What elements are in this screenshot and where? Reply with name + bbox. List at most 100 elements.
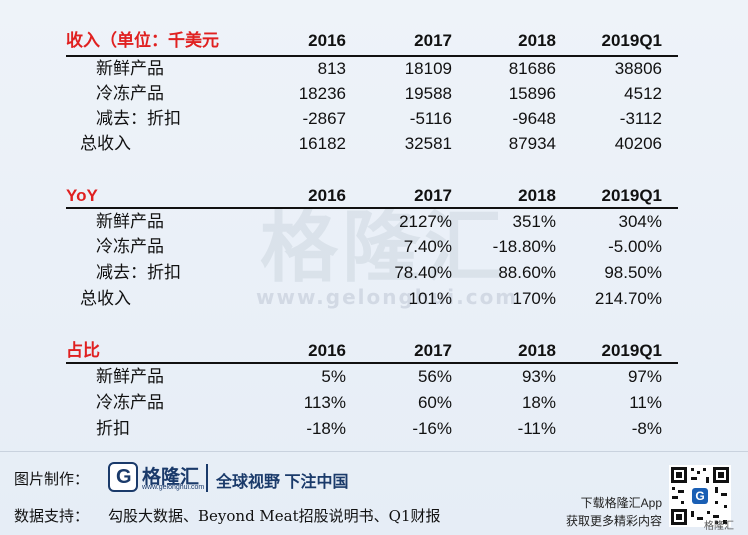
- yoy-header-row: YoY 2016 2017 2018 2019Q1: [0, 183, 748, 209]
- col-header: 2018: [518, 31, 556, 50]
- table-row: 总收入 16182 32581 87934 40206: [0, 131, 748, 157]
- logo-letter: G: [116, 466, 132, 488]
- gelonghui-logo-icon: G: [108, 462, 138, 492]
- qr-caption-more: 获取更多精彩内容: [565, 514, 662, 528]
- table-cell: 170%: [512, 289, 556, 308]
- table-cell: 351%: [512, 212, 556, 231]
- data-sources: 勾股大数据、Beyond Meat招股说明书、Q1财报: [108, 507, 441, 525]
- table-cell: 93%: [521, 367, 556, 386]
- row-label: 新鲜产品: [96, 59, 164, 78]
- table-cell: 88.60%: [498, 263, 556, 282]
- row-label: 总收入: [80, 134, 131, 153]
- table-cell: 101%: [408, 289, 452, 308]
- table-cell: [248, 234, 346, 260]
- table-cell: -5116: [409, 109, 452, 128]
- table-row: 冷冻产品 113% 60% 18% 11%: [0, 390, 748, 416]
- table-cell: 81686: [508, 59, 556, 78]
- data-source-label: 数据支持：: [14, 508, 90, 525]
- table-cell: 98.50%: [604, 263, 662, 282]
- table-cell: 113%: [303, 393, 346, 412]
- table-row: 减去：折扣 78.40% 88.60% 98.50%: [0, 260, 748, 286]
- row-label: 总收入: [80, 289, 131, 308]
- table-row: 总收入 101% 170% 214.70%: [0, 286, 748, 312]
- col-header: 2017: [414, 186, 452, 205]
- table-cell: 813: [317, 59, 346, 78]
- table-cell: 4512: [624, 84, 662, 103]
- qr-caption-download: 下载格隆汇App: [580, 496, 662, 510]
- table-cell: 60%: [417, 393, 452, 412]
- row-label: 减去：折扣: [96, 109, 181, 128]
- header-rule: [66, 362, 678, 364]
- row-label: 折扣: [96, 419, 130, 438]
- table-cell: -5.00%: [608, 237, 662, 256]
- table-cell: -11%: [517, 419, 556, 438]
- col-header: 2019Q1: [601, 31, 663, 50]
- table-cell: 56%: [417, 367, 452, 386]
- table-cell: -18.80%: [492, 237, 556, 256]
- table-row: 冷冻产品 7.40% -18.80% -5.00%: [0, 234, 748, 260]
- table-cell: 7.40%: [403, 237, 452, 256]
- row-label: 冷冻产品: [96, 84, 164, 103]
- table-cell: -2867: [302, 109, 346, 128]
- table-cell: 78.40%: [394, 263, 452, 282]
- footer-divider: [0, 451, 748, 452]
- logo-name: 格隆汇: [142, 467, 200, 488]
- table-cell: 5%: [321, 367, 346, 386]
- table-cell: 2127%: [399, 212, 452, 231]
- table-cell: -3112: [619, 109, 662, 128]
- revenue-title: 收入（单位：千美元: [66, 31, 219, 50]
- table-row: 折扣 -18% -16% -11% -8%: [0, 416, 748, 442]
- row-label: 新鲜产品: [96, 367, 164, 386]
- table-cell: [248, 209, 346, 235]
- table-cell: 18236: [298, 84, 346, 103]
- table-cell: 304%: [618, 212, 662, 231]
- logo-url: www.gelonghui.com: [142, 484, 205, 491]
- slogan: 全球视野 下注中国: [216, 474, 349, 491]
- table-row: 新鲜产品 5% 56% 93% 97%: [0, 364, 748, 390]
- footer-separator: [206, 464, 208, 492]
- table-row: 新鲜产品 2127% 351% 304%: [0, 209, 748, 235]
- row-label: 冷冻产品: [96, 237, 164, 256]
- share-title: 占比: [66, 341, 100, 360]
- col-header: 2016: [308, 31, 346, 50]
- table-row: 新鲜产品 813 18109 81686 38806: [0, 56, 748, 82]
- table-row: 冷冻产品 18236 19588 15896 4512: [0, 81, 748, 107]
- table-row: 减去：折扣 -2867 -5116 -9648 -3112: [0, 106, 748, 132]
- header-rule: [66, 207, 678, 209]
- table-cell: 16182: [298, 134, 346, 153]
- row-label: 新鲜产品: [96, 212, 164, 231]
- table-cell: 32581: [404, 134, 452, 153]
- table-cell: 18%: [521, 393, 556, 412]
- col-header: 2016: [308, 341, 346, 360]
- table-cell: -16%: [412, 419, 452, 438]
- revenue-header-row: 收入（单位：千美元 2016 2017 2018 2019Q1: [0, 28, 748, 54]
- table-cell: 18109: [404, 59, 452, 78]
- yoy-title: YoY: [66, 186, 98, 205]
- qr-code-icon[interactable]: G: [669, 465, 731, 527]
- col-header: 2017: [414, 31, 452, 50]
- row-label: 冷冻产品: [96, 393, 164, 412]
- table-cell: 11%: [629, 393, 662, 412]
- col-header: 2017: [414, 341, 452, 360]
- made-by-label: 图片制作：: [14, 471, 90, 488]
- table-cell: -8%: [631, 419, 662, 438]
- col-header: 2019Q1: [601, 186, 663, 205]
- row-label: 减去：折扣: [96, 263, 181, 282]
- table-cell: 19588: [404, 84, 452, 103]
- col-header: 2018: [518, 186, 556, 205]
- table-cell: 15896: [508, 84, 556, 103]
- table-cell: 97%: [627, 367, 662, 386]
- table-cell: [248, 260, 346, 286]
- table-cell: 87934: [508, 134, 556, 153]
- qr-brand: 格隆汇: [704, 521, 734, 532]
- col-header: 2019Q1: [601, 341, 663, 360]
- table-cell: 214.70%: [594, 289, 662, 308]
- table-cell: [248, 286, 346, 312]
- qr-logo-letter: G: [695, 489, 704, 503]
- col-header: 2016: [308, 186, 346, 205]
- share-header-row: 占比 2016 2017 2018 2019Q1: [0, 338, 748, 364]
- table-cell: 38806: [614, 59, 662, 78]
- col-header: 2018: [518, 341, 556, 360]
- table-cell: 40206: [614, 134, 662, 153]
- table-cell: -18%: [306, 419, 346, 438]
